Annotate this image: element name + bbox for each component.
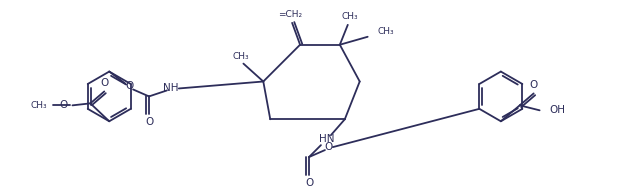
Text: O: O	[125, 81, 133, 91]
Text: O: O	[145, 117, 153, 127]
Text: HN: HN	[319, 134, 334, 144]
Text: O: O	[305, 178, 313, 188]
Text: O: O	[100, 78, 108, 88]
Text: NH: NH	[163, 84, 179, 93]
Text: CH₃: CH₃	[378, 27, 394, 36]
Text: O: O	[59, 100, 68, 110]
Text: CH₃: CH₃	[232, 52, 249, 61]
Text: CH₃: CH₃	[31, 101, 48, 110]
Text: O: O	[325, 142, 333, 152]
Text: O: O	[529, 81, 538, 91]
Text: OH: OH	[549, 105, 566, 115]
Text: =CH₂: =CH₂	[278, 10, 302, 19]
Text: CH₃: CH₃	[341, 12, 358, 21]
